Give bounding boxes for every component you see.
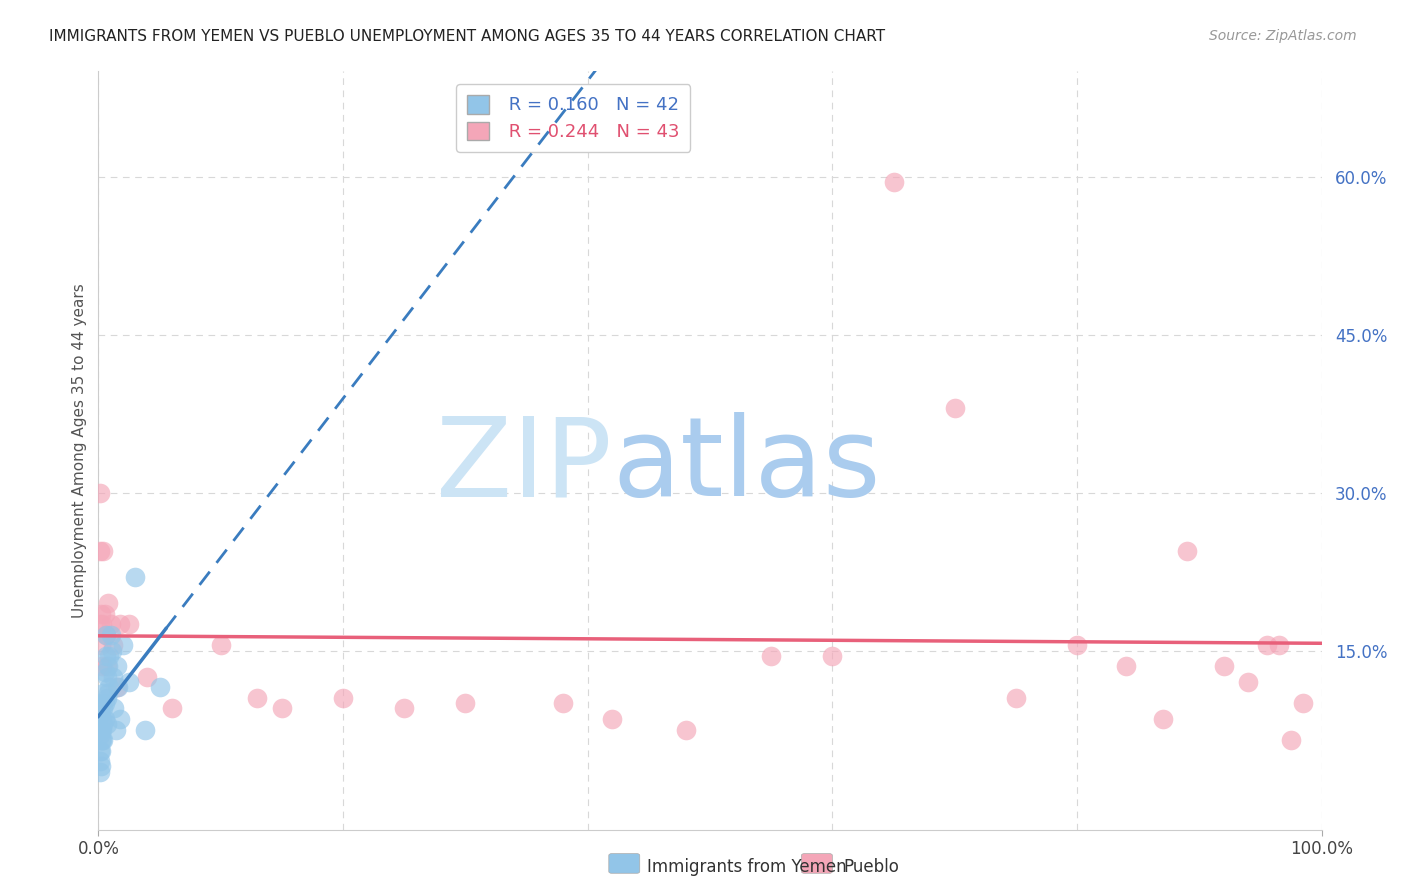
Point [96,690,118,705]
Point [90,733,112,747]
Point [105,659,128,673]
Point [97,596,120,610]
Point [100,628,122,642]
Point [89,754,111,768]
Point [91,686,114,700]
Point [1268,638,1291,652]
Text: IMMIGRANTS FROM YEMEN VS PUEBLO UNEMPLOYMENT AMONG AGES 35 TO 44 YEARS CORRELATI: IMMIGRANTS FROM YEMEN VS PUEBLO UNEMPLOY… [49,29,886,44]
Point [91,617,114,632]
Y-axis label: Unemployment Among Ages 35 to 44 years: Unemployment Among Ages 35 to 44 years [72,283,87,618]
Point [454,696,477,710]
Point [136,670,159,684]
Point [91,712,114,726]
Point [97,659,120,673]
Point [91,701,114,715]
Point [90,706,112,721]
Point [90,759,112,773]
Point [96,717,118,731]
Point [100,617,122,632]
Point [101,643,124,657]
Point [1066,638,1088,652]
Point [110,617,132,632]
Point [93,712,115,726]
Point [149,681,172,695]
Point [89,764,111,779]
Point [98,681,121,695]
Point [91,543,114,558]
Point [761,648,783,663]
Point [600,712,623,726]
Point [91,723,114,737]
Text: atlas: atlas [612,412,880,519]
Point [104,723,127,737]
Point [91,696,114,710]
Point [1237,675,1260,690]
Point [90,723,112,737]
Point [160,701,183,715]
FancyBboxPatch shape [609,854,640,873]
Text: Immigrants from Yemen: Immigrants from Yemen [647,858,846,876]
Point [103,701,125,715]
Point [1004,690,1026,705]
Point [124,570,146,584]
Point [91,659,114,673]
Point [675,723,697,737]
Point [134,723,156,737]
Point [96,670,118,684]
Legend:  R = 0.160   N = 42,  R = 0.244   N = 43: R = 0.160 N = 42, R = 0.244 N = 43 [456,84,690,152]
Point [98,648,121,663]
Point [89,617,111,632]
Point [332,690,354,705]
Point [89,743,111,757]
Point [105,681,128,695]
Point [94,648,117,663]
Point [821,648,844,663]
Point [392,701,416,715]
Point [97,686,120,700]
Point [93,665,115,679]
Point [90,638,112,652]
Point [1212,659,1234,673]
Point [209,638,232,652]
Point [90,743,112,757]
Point [246,690,269,705]
Point [270,701,294,715]
Point [91,733,114,747]
Point [1292,696,1315,710]
Point [118,675,141,690]
FancyBboxPatch shape [801,854,832,873]
Point [107,681,129,695]
Point [101,670,124,684]
Point [93,607,115,621]
Point [118,617,141,632]
Point [101,638,124,652]
Point [883,175,905,189]
Point [94,628,117,642]
Point [89,728,111,742]
Point [94,628,117,642]
Point [553,696,575,710]
Point [91,717,114,731]
Text: Pueblo: Pueblo [844,858,900,876]
Point [1279,733,1302,747]
Point [111,638,134,652]
Point [1152,712,1174,726]
Point [93,696,115,710]
Point [89,485,111,500]
Point [110,712,132,726]
Point [91,733,114,747]
Point [90,607,112,621]
Point [96,659,118,673]
Point [1115,659,1137,673]
Point [1175,543,1198,558]
Text: Source: ZipAtlas.com: Source: ZipAtlas.com [1209,29,1357,43]
Point [943,401,966,416]
Point [89,543,111,558]
Text: ZIP: ZIP [436,412,612,519]
Point [1256,638,1278,652]
